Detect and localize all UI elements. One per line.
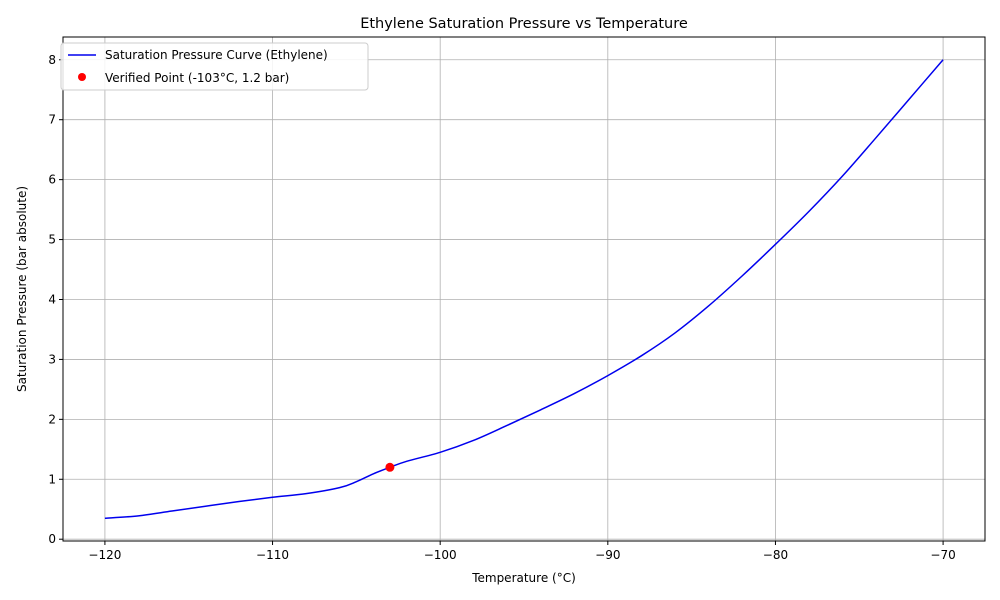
y-tick-label: 2 [48,412,56,426]
plot-frame [62,36,986,542]
y-tick-label: 8 [48,53,56,67]
y-tick-label: 6 [48,173,56,187]
x-tick-label: −80 [763,548,788,562]
x-axis-label: Temperature (°C) [471,571,576,585]
legend-label-curve: Saturation Pressure Curve (Ethylene) [105,48,328,62]
y-tick-label: 3 [48,352,56,366]
grid [63,37,985,541]
y-tick-label: 1 [48,472,56,486]
x-tick-label: −100 [424,548,457,562]
x-tick-label: −110 [256,548,289,562]
x-tick-label: −70 [930,548,955,562]
legend-point-swatch [78,73,86,81]
chart-title: Ethylene Saturation Pressure vs Temperat… [360,16,688,32]
legend-label-point: Verified Point (-103°C, 1.2 bar) [105,71,289,85]
y-axis-label: Saturation Pressure (bar absolute) [15,186,29,392]
y-tick-label: 4 [48,292,56,306]
saturation-pressure-curve [104,59,944,519]
legend: Saturation Pressure Curve (Ethylene) Ver… [60,42,369,91]
verified-point-marker [385,462,395,472]
plot-series [104,59,944,519]
y-tick-label: 5 [48,233,56,247]
axis-ticks: −120 −110 −100 −90 −80 −70 0 1 2 3 4 5 6 7 8 [48,53,955,562]
legend-box [60,42,369,91]
x-tick-label: −90 [595,548,620,562]
y-tick-label: 0 [48,532,56,546]
y-tick-label: 7 [48,113,56,127]
x-tick-label: −120 [88,548,121,562]
